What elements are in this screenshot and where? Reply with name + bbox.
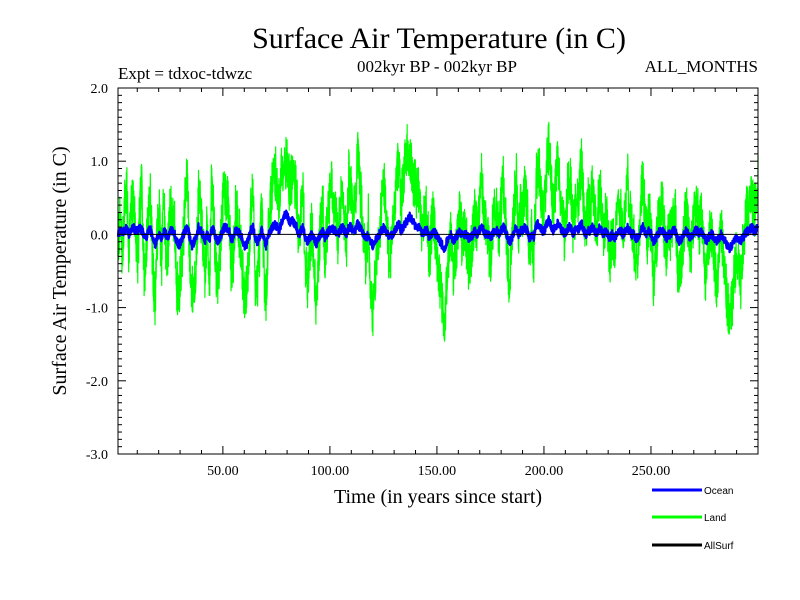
series-line-ocean bbox=[116, 209, 760, 254]
y-tick-label: -1.0 bbox=[86, 302, 108, 317]
y-tick-label: 2.0 bbox=[91, 82, 109, 97]
x-tick-label: 250.00 bbox=[632, 464, 671, 479]
chart-title: Surface Air Temperature (in C) bbox=[252, 22, 626, 55]
x-tick-label: 150.00 bbox=[418, 464, 457, 479]
legend-label-allsurf: AllSurf bbox=[704, 541, 734, 552]
season-label: ALL_MONTHS bbox=[645, 57, 758, 76]
period-label: 002kyr BP - 002kyr BP bbox=[357, 57, 517, 76]
series-line-land bbox=[117, 121, 759, 342]
y-axis-label: Surface Air Temperature (in C) bbox=[49, 146, 71, 395]
legend-label-land: Land bbox=[704, 513, 726, 524]
x-tick-label: 50.00 bbox=[207, 464, 239, 479]
axes-layer: 50.00 100.00 150.00 200.00 250.00 -3.0 -2.0 -1.… bbox=[86, 82, 759, 479]
y-tick-label: 1.0 bbox=[91, 155, 109, 170]
legend: Ocean Land AllSurf bbox=[652, 486, 734, 552]
x-tick-label: 100.00 bbox=[311, 464, 350, 479]
legend-label-ocean: Ocean bbox=[704, 486, 733, 497]
experiment-label: Expt = tdxoc-tdwzc bbox=[118, 64, 253, 83]
series-layer bbox=[116, 121, 760, 342]
y-tick-label: -2.0 bbox=[86, 375, 108, 390]
y-tick-label: 0.0 bbox=[91, 228, 109, 243]
y-tick-label: -3.0 bbox=[86, 448, 108, 463]
x-axis-label: Time (in years since start) bbox=[334, 486, 542, 508]
x-tick-label: 200.00 bbox=[525, 464, 564, 479]
